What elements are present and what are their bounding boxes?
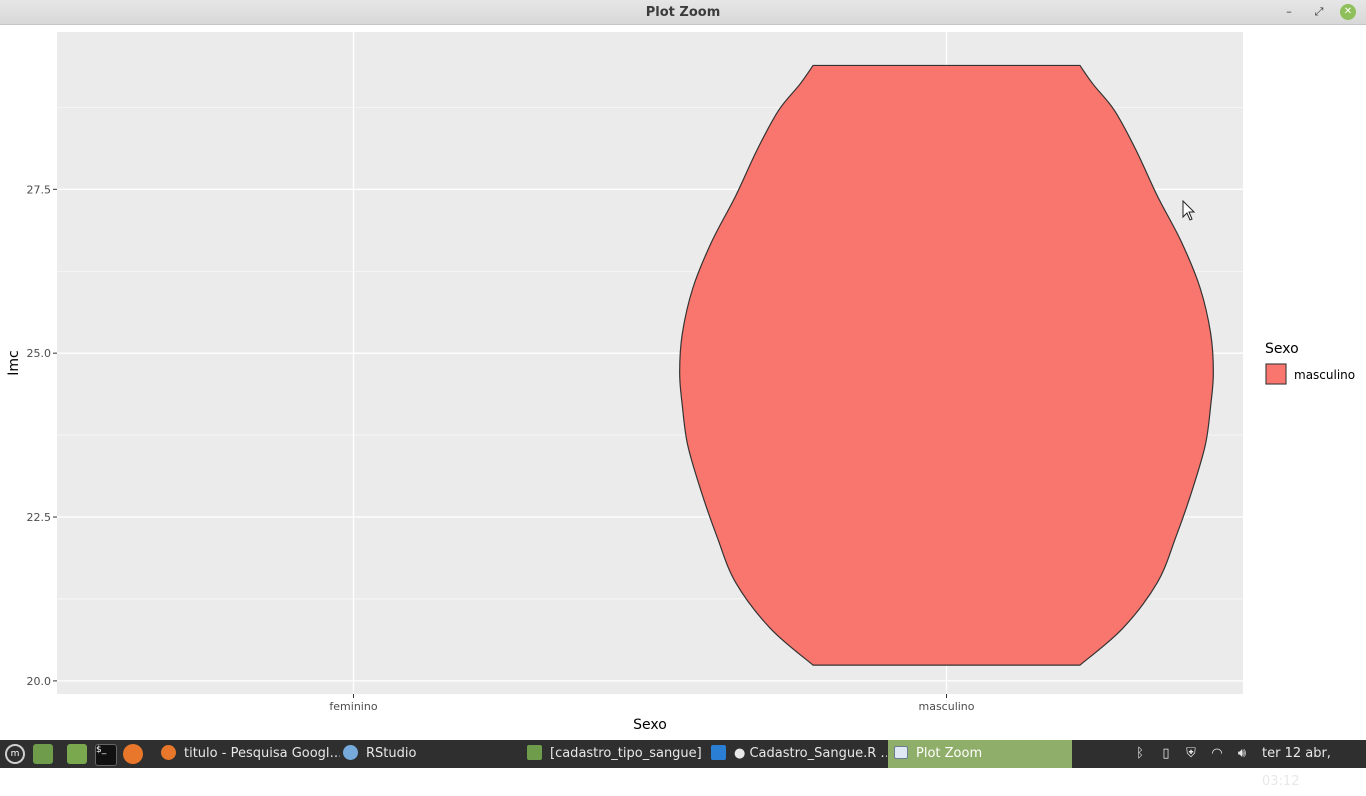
legend-title: Sexo [1265, 341, 1299, 357]
violin-chart: 20.0 22.5 25.0 27.5 feminino masculino Sexo Imc… [6, 32, 1355, 733]
minimize-button[interactable]: – [1286, 5, 1292, 18]
taskbar: m $_ titulo - Pesquisa Googl… RStudio [c… [0, 740, 1366, 789]
y-tick-label: 22.5 [27, 511, 52, 524]
legend-label: masculino [1294, 368, 1355, 382]
window-title: Plot Zoom [645, 5, 721, 20]
clock[interactable]: ter 12 abr, 03:12 [1262, 746, 1331, 789]
task-label: RStudio [366, 746, 417, 761]
firefox-launcher-icon[interactable] [123, 744, 143, 764]
task-label: Plot Zoom [916, 746, 983, 761]
wifi-icon[interactable]: ◠ [1211, 746, 1223, 761]
task-rstudio[interactable]: RStudio [337, 740, 517, 768]
firefox-icon [161, 745, 176, 760]
vscode-icon [711, 745, 726, 760]
task-label: titulo - Pesquisa Googl… [184, 746, 340, 761]
x-tick-label: feminino [329, 700, 377, 713]
violin-masculino [679, 64, 1214, 666]
legend-key-masculino [1265, 363, 1287, 385]
y-tick-label: 25.0 [27, 347, 52, 360]
window-titlebar[interactable]: Plot Zoom – ⤢ ✕ [0, 0, 1366, 25]
window-icon [894, 746, 908, 759]
files-icon[interactable] [67, 744, 87, 764]
rstudio-icon [343, 745, 358, 760]
task-label: ● Cadastro_Sangue.R … [734, 746, 887, 761]
bluetooth-icon[interactable]: ᛒ [1136, 746, 1144, 761]
task-vscode[interactable]: ● Cadastro_Sangue.R … [705, 740, 887, 768]
task-label: [cadastro_tipo_sangue] [550, 746, 701, 761]
y-tick-label: 20.0 [27, 675, 52, 688]
task-plot-zoom[interactable]: Plot Zoom [888, 740, 1072, 768]
y-axis-title: Imc [6, 350, 22, 375]
maximize-button[interactable]: ⤢ [1314, 5, 1324, 18]
folder-icon [527, 745, 542, 760]
plot-area: 20.0 22.5 25.0 27.5 feminino masculino Sexo Imc… [0, 25, 1366, 740]
shield-icon[interactable]: ⛨ [1186, 746, 1196, 761]
volume-icon[interactable]: 🔊︎ [1237, 746, 1247, 761]
task-files[interactable]: [cadastro_tipo_sangue] [521, 740, 701, 768]
y-tick-label: 27.5 [27, 183, 52, 196]
task-firefox[interactable]: titulo - Pesquisa Googl… [155, 740, 340, 768]
show-desktop-icon[interactable] [33, 744, 53, 764]
close-button[interactable]: ✕ [1340, 4, 1356, 20]
mouse-cursor-icon [1182, 200, 1196, 221]
clipboard-icon[interactable]: ▯ [1162, 746, 1170, 761]
menu-icon[interactable]: m [5, 744, 25, 764]
x-axis-title: Sexo [633, 717, 667, 733]
x-tick-label: masculino [918, 700, 974, 713]
terminal-icon[interactable]: $_ [95, 744, 117, 766]
